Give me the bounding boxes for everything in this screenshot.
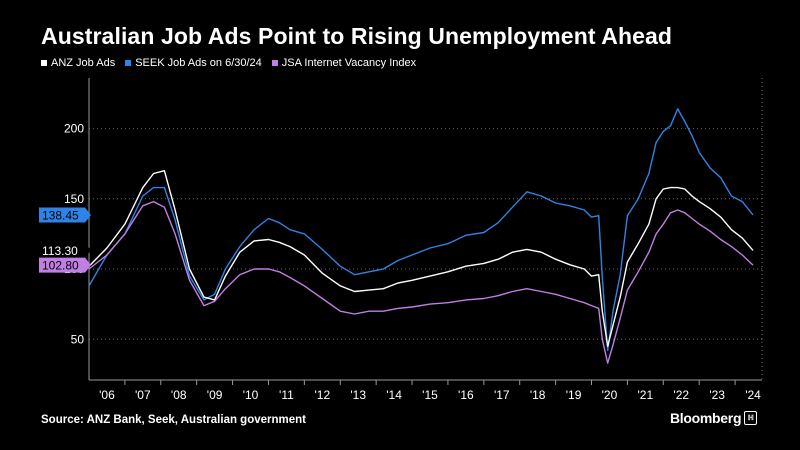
x-tick-label: '10: [243, 388, 259, 402]
legend-item-anz: ANZ Job Ads: [41, 57, 115, 69]
legend-swatch-jsa: [271, 60, 278, 66]
legend-swatch-seek: [125, 60, 132, 66]
last-value-label: 113.30: [42, 244, 78, 258]
logo-text: Bloomberg: [670, 410, 742, 426]
last-value-tag: [39, 207, 91, 223]
x-tick-label: '18: [530, 388, 546, 402]
x-tick-label: '08: [171, 388, 187, 402]
y-tick-label: 50: [71, 332, 85, 346]
legend-label-jsa: JSA Internet Vacancy Index: [281, 57, 417, 69]
legend: ANZ Job Ads SEEK Job Ads on 6/30/24 JSA …: [41, 57, 416, 69]
source-note: Source: ANZ Bank, Seek, Australian gover…: [41, 414, 306, 426]
x-tick-label: '23: [709, 388, 725, 402]
legend-item-seek: SEEK Job Ads on 6/30/24: [125, 57, 262, 69]
x-tick-label: '20: [602, 388, 618, 402]
legend-label-seek: SEEK Job Ads on 6/30/24: [135, 57, 262, 69]
series-line: [88, 200, 754, 364]
y-tick-label: 200: [64, 122, 84, 136]
x-tick-label: '07: [135, 388, 151, 402]
x-tick-label: '16: [458, 388, 474, 402]
legend-label-anz: ANZ Job Ads: [51, 57, 116, 69]
x-tick-label: '11: [279, 388, 294, 402]
last-value-tag: [39, 257, 91, 273]
series-line: [88, 170, 754, 347]
chart-title: Australian Job Ads Point to Rising Unemp…: [41, 23, 673, 49]
x-tick-label: '09: [207, 388, 223, 402]
x-tick-label: '24: [745, 388, 761, 402]
x-tick-label: '17: [494, 388, 510, 402]
last-value-label: 138.45: [42, 209, 79, 223]
bloomberg-logo: Bloomberg ℍ: [670, 410, 758, 426]
x-tick-label: '19: [566, 388, 582, 402]
last-value-tag: [39, 242, 91, 258]
x-tick-label: '13: [350, 388, 366, 402]
bloomberg-mark-icon: ℍ: [744, 411, 758, 425]
y-tick-label: 150: [64, 192, 84, 206]
legend-swatch-anz: [41, 60, 47, 66]
x-tick-label: '12: [314, 388, 330, 402]
x-tick-label: '22: [673, 388, 689, 402]
x-tick-label: '14: [386, 388, 402, 402]
last-value-label: 102.80: [42, 259, 79, 273]
x-tick-label: '21: [638, 388, 654, 402]
x-tick-label: '06: [99, 388, 115, 402]
x-tick-label: '15: [422, 388, 438, 402]
series-line: [88, 108, 754, 352]
legend-item-jsa: JSA Internet Vacancy Index: [271, 57, 417, 69]
